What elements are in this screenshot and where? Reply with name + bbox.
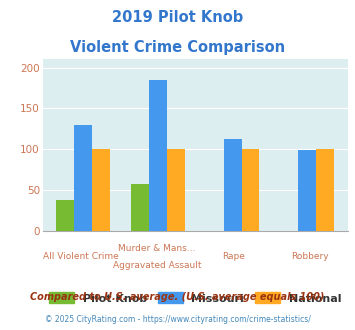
Bar (241, 149, 260, 231)
Legend: Pilot Knob, Missouri, National: Pilot Knob, Missouri, National (45, 288, 345, 308)
Text: Aggravated Assault: Aggravated Assault (113, 261, 201, 270)
Bar (298, 150, 316, 231)
Text: © 2025 CityRating.com - https://www.cityrating.com/crime-statistics/: © 2025 CityRating.com - https://www.city… (45, 315, 310, 324)
Bar (167, 149, 185, 231)
Bar (316, 149, 334, 231)
Text: Robbery: Robbery (291, 252, 328, 261)
Text: Rape: Rape (222, 252, 245, 261)
Text: Violent Crime Comparison: Violent Crime Comparison (70, 40, 285, 54)
Text: Compared to U.S. average. (U.S. average equals 100): Compared to U.S. average. (U.S. average … (30, 292, 325, 302)
Bar (75, 125, 92, 231)
Bar (56, 200, 75, 231)
Bar (224, 140, 241, 231)
Bar (131, 184, 149, 231)
Text: All Violent Crime: All Violent Crime (43, 252, 119, 261)
Bar (92, 149, 110, 231)
Text: Murder & Mans...: Murder & Mans... (119, 244, 196, 253)
Text: 2019 Pilot Knob: 2019 Pilot Knob (112, 10, 243, 25)
Bar (149, 80, 167, 231)
